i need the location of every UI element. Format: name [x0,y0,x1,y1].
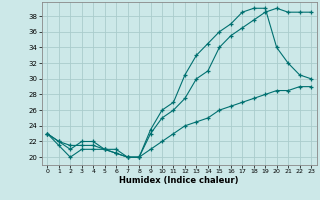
X-axis label: Humidex (Indice chaleur): Humidex (Indice chaleur) [119,176,239,185]
